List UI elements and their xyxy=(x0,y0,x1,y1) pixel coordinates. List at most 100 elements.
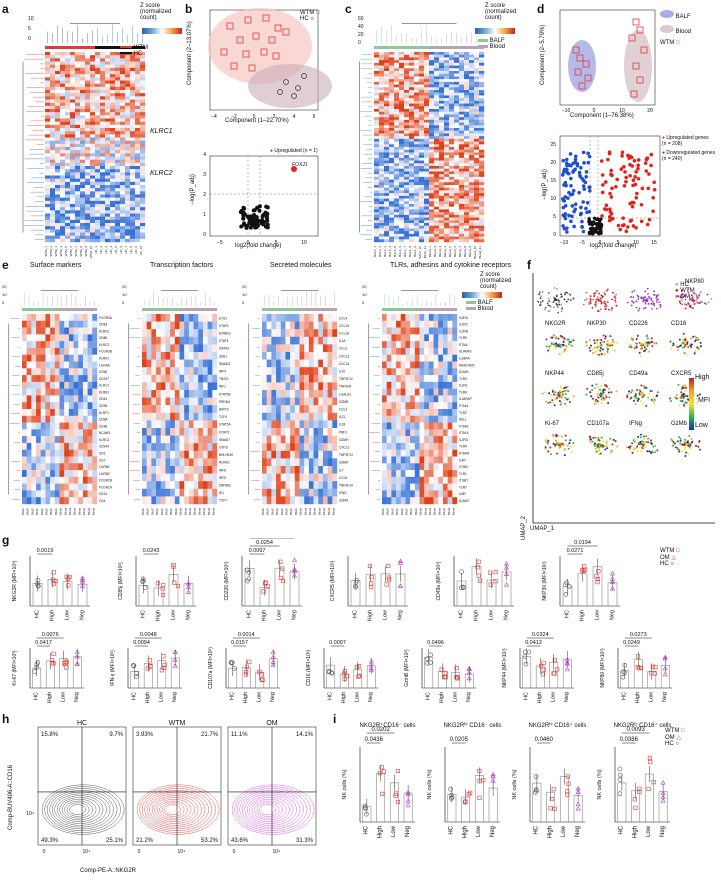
heatmap-c-cell xyxy=(439,171,445,175)
heatmap-a-cell xyxy=(115,83,121,88)
heatmap-a-cell xyxy=(95,210,101,214)
sample-label: Blood xyxy=(68,508,72,516)
heatmap-c-cell xyxy=(399,149,405,153)
heatmap-a-cell xyxy=(65,131,71,135)
heatmap-e-secreted-cell xyxy=(276,367,281,375)
heatmap-a-cell xyxy=(105,140,111,145)
heatmap-a-cell xyxy=(60,188,66,192)
heatmap-c-cell xyxy=(384,149,390,153)
heatmap-e-surface-cell xyxy=(22,395,27,403)
heatmap-a-cell xyxy=(85,150,91,154)
volcano-point xyxy=(239,224,244,229)
heatmap-c-cell xyxy=(479,111,485,115)
heatmap-c-cell xyxy=(434,168,440,172)
heatmap-c-cell xyxy=(394,168,400,172)
heatmap-a-cell xyxy=(95,83,101,88)
heatmap-e-surface-cell xyxy=(40,476,46,484)
heatmap-e-tf-cell xyxy=(184,458,190,467)
heatmap-e-secreted-cell xyxy=(271,488,277,497)
heatmap-c-cell xyxy=(399,103,405,107)
heatmap-e-surface-cell xyxy=(64,334,70,342)
heatmap-a-cell xyxy=(125,169,131,173)
heatmap-a-cell xyxy=(130,213,136,217)
heatmap-a-cell xyxy=(50,112,56,116)
heatmap-a-cell xyxy=(85,188,91,192)
heatmap-a-cell xyxy=(140,178,146,183)
heatmap-c-cell xyxy=(459,136,465,140)
heatmap-c-cell xyxy=(479,98,485,102)
heatmap-c-cell xyxy=(464,111,470,115)
heatmap-c-cell xyxy=(419,190,425,194)
heatmap-a-cell xyxy=(95,128,101,132)
heatmap-e-secreted-cell xyxy=(276,458,281,467)
heatmap-c-cell xyxy=(389,95,395,99)
heatmap-c-cell xyxy=(454,220,460,224)
heatmap-e-tf-cell xyxy=(156,382,161,391)
sample-label: BALF_3 xyxy=(383,246,387,257)
heatmap-e-secreted-cell xyxy=(308,321,314,330)
heatmap-c-cell xyxy=(394,198,400,202)
heatmap-a-cell xyxy=(100,216,106,221)
heatmap-c-cell xyxy=(434,206,440,210)
heatmap-e-tf-cell xyxy=(170,450,176,459)
heatmap-a-cell xyxy=(110,143,116,148)
heatmap-c-cell xyxy=(404,147,410,150)
heatmap-e-secreted-cell xyxy=(332,397,338,406)
heatmap-a-cell xyxy=(130,112,136,116)
heatmap-e-surface-cell xyxy=(82,456,88,464)
heatmap-e-surface-cell xyxy=(87,334,93,342)
volcano-point-up xyxy=(621,216,625,220)
heatmap-a-cell xyxy=(135,143,141,148)
heatmap-e-tf-cell xyxy=(188,458,194,467)
heatmap-e-tf-cell xyxy=(165,390,171,398)
sample-label: Blood xyxy=(207,508,211,516)
heatmap-c-cell xyxy=(474,239,480,243)
heatmap-c-cell xyxy=(459,149,465,153)
heatmap-c-cell xyxy=(404,217,410,221)
heatmap-e-surface-cell xyxy=(54,483,60,491)
heatmap-e-tf-cell xyxy=(198,473,204,482)
heatmap-c-cell xyxy=(449,76,455,80)
heatmap-c-cell xyxy=(384,141,390,145)
heatmap-e-secreted-cell xyxy=(327,397,333,406)
heatmap-c-cell xyxy=(384,54,390,58)
heatmap-e-surface-cell xyxy=(64,436,70,444)
volcano-point-up xyxy=(639,219,644,224)
heatmap-a-cell xyxy=(110,71,116,75)
heatmap-a-cell xyxy=(115,105,121,110)
heatmap-c-cell xyxy=(454,217,460,221)
heatmap-c-cell xyxy=(474,71,480,74)
heatmap-e-secreted-cell xyxy=(308,405,314,413)
heatmap-a-cell xyxy=(105,204,111,208)
heatmap-c-cell xyxy=(444,133,450,137)
heatmap-c-cell xyxy=(459,206,465,210)
sample-label: HC_6 xyxy=(119,246,123,254)
heatmap-c-cell xyxy=(474,201,480,205)
heatmap-a-cell xyxy=(130,131,136,135)
heatmap-e-surface-cell xyxy=(40,354,46,362)
heatmap-e-tf-cell xyxy=(188,428,194,436)
heatmap-e-tf-cell xyxy=(160,336,166,345)
heatmap-c-cell xyxy=(419,125,425,129)
heatmap-a-cell xyxy=(110,99,116,103)
dendro-tick: 0 xyxy=(28,36,31,42)
heatmap-e-secreted-cell xyxy=(299,367,305,375)
heatmap-e-surface-cell xyxy=(68,415,74,423)
heatmap-e-surface-cell xyxy=(82,354,88,362)
heatmap-a-cell xyxy=(115,77,121,81)
gene-label: IL10 xyxy=(339,370,345,374)
heatmap-a-cell xyxy=(140,74,146,78)
heatmap-e-secreted-cell xyxy=(322,488,328,497)
heatmap-c-cell xyxy=(389,233,395,237)
heatmap-c-cell xyxy=(449,198,455,202)
heatmap-c-cell xyxy=(439,201,445,205)
panel-a-legend: WTM HC xyxy=(120,45,148,57)
heatmap-e-tf-cell xyxy=(160,352,166,360)
heatmap-a-cell xyxy=(85,55,91,59)
heatmap-e-tlr-cell xyxy=(410,334,416,342)
heatmap-a-cell xyxy=(90,102,96,107)
heatmap-a-cell xyxy=(130,102,136,107)
heatmap-e-secreted-cell xyxy=(285,329,291,337)
heatmap-c-cell xyxy=(389,87,395,91)
